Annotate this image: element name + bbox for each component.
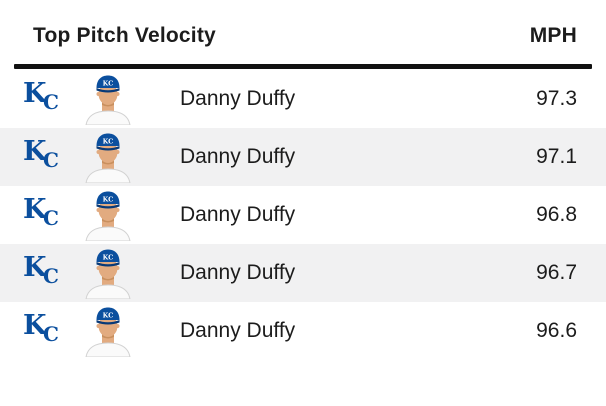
player-headshot: KC bbox=[82, 73, 134, 125]
player-headshot: KC bbox=[82, 247, 134, 299]
logo-letter-c: C bbox=[43, 322, 59, 346]
leaderboard-row[interactable]: K C KC Danny Duffy 96.8 bbox=[0, 186, 606, 244]
leaderboard-row[interactable]: K C KC Danny Duffy 97.3 bbox=[0, 70, 606, 128]
player-headshot: KC bbox=[82, 305, 134, 357]
cap-logo-text: KC bbox=[103, 312, 114, 320]
team-logo-kc: K C bbox=[20, 193, 66, 237]
velocity-value: 96.6 bbox=[536, 319, 577, 342]
player-name: Danny Duffy bbox=[180, 261, 296, 284]
header-divider bbox=[14, 64, 592, 69]
velocity-value: 96.7 bbox=[536, 261, 577, 284]
player-headshot: KC bbox=[82, 131, 134, 183]
cap-logo-text: KC bbox=[103, 80, 114, 88]
logo-letter-c: C bbox=[43, 148, 59, 172]
logo-letter-c: C bbox=[43, 90, 59, 114]
team-logo-kc: K C bbox=[20, 77, 66, 121]
velocity-value: 96.8 bbox=[536, 203, 577, 226]
team-logo-kc: K C bbox=[20, 251, 66, 295]
leaderboard-row[interactable]: K C KC Danny Duffy 97.1 bbox=[0, 128, 606, 186]
cap-logo-text: KC bbox=[103, 196, 114, 204]
logo-letter-c: C bbox=[43, 206, 59, 230]
logo-letter-k: K bbox=[23, 78, 47, 109]
leaderboard-rows: K C KC Danny Duffy 97.3 bbox=[0, 69, 606, 406]
team-logo-kc: K C bbox=[20, 135, 66, 179]
leaderboard-row[interactable]: K C KC Danny Duffy 96.6 bbox=[0, 302, 606, 360]
player-name: Danny Duffy bbox=[180, 87, 296, 110]
logo-letter-k: K bbox=[23, 310, 47, 341]
logo-letter-k: K bbox=[23, 252, 47, 283]
player-headshot: KC bbox=[82, 189, 134, 241]
logo-letter-k: K bbox=[23, 136, 47, 167]
cap-logo-text: KC bbox=[103, 254, 114, 262]
cap-logo-text: KC bbox=[103, 138, 114, 146]
team-logo-kc: K C bbox=[20, 309, 66, 353]
card-header: Top Pitch Velocity MPH bbox=[0, 0, 606, 64]
unit-header: MPH bbox=[529, 24, 577, 47]
player-name: Danny Duffy bbox=[180, 145, 296, 168]
logo-letter-k: K bbox=[23, 194, 47, 225]
velocity-value: 97.3 bbox=[536, 87, 577, 110]
player-name: Danny Duffy bbox=[180, 203, 296, 226]
player-name: Danny Duffy bbox=[180, 319, 296, 342]
velocity-value: 97.1 bbox=[536, 145, 577, 168]
card-title: Top Pitch Velocity bbox=[33, 24, 216, 47]
leaderboard-row[interactable]: K C KC Danny Duffy 96.7 bbox=[0, 244, 606, 302]
logo-letter-c: C bbox=[43, 264, 59, 288]
